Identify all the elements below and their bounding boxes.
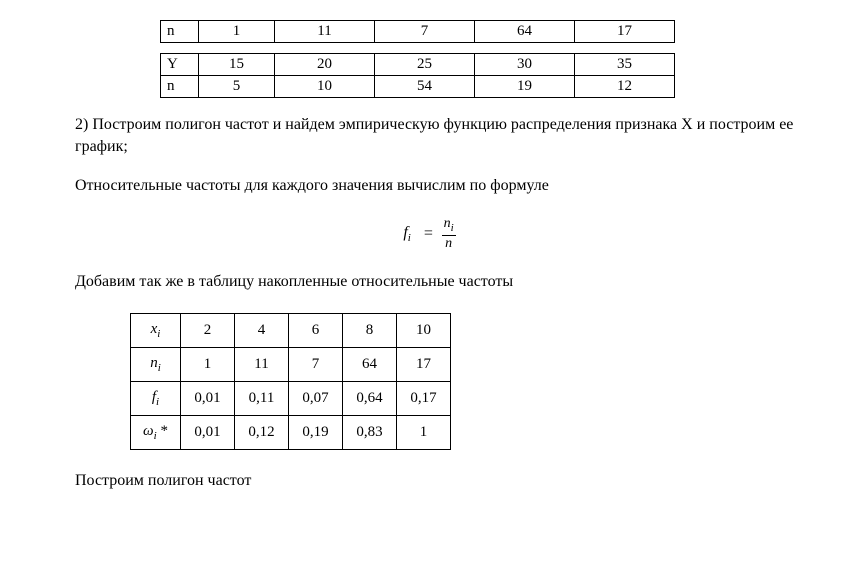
paragraph-2: Относительные частоты для каждого значен…	[75, 175, 795, 197]
formula-den: n	[445, 236, 452, 251]
table-row: ωi * 0,01 0,12 0,19 0,83 1	[131, 416, 451, 450]
cell: 54	[375, 76, 475, 98]
formula-num: n	[444, 216, 451, 231]
equals-sign: =	[423, 225, 434, 243]
table-row: xi 2 4 6 8 10	[131, 314, 451, 348]
paragraph-4: Построим полигон частот	[75, 470, 795, 492]
cell: 11	[275, 21, 375, 43]
paragraph-1: 2) Построим полигон частот и найдем эмпи…	[75, 114, 795, 159]
cell: 10	[397, 314, 451, 348]
cell: 64	[475, 21, 575, 43]
formula-num-sub: i	[451, 222, 454, 234]
cell: 0,17	[397, 382, 451, 416]
cell: 1	[397, 416, 451, 450]
cell: 35	[575, 54, 675, 76]
cell: 0,64	[343, 382, 397, 416]
cell: 10	[275, 76, 375, 98]
table-frequencies: xi 2 4 6 8 10 ni 1 11 7 64 17 fi 0,01 0,…	[130, 313, 451, 450]
cell-label: Y	[161, 54, 199, 76]
table-yn: Y 15 20 25 30 35 n 5 10 54 19 12	[160, 53, 675, 98]
paragraph-3: Добавим так же в таблицу накопленные отн…	[75, 271, 795, 293]
cell: 0,07	[289, 382, 343, 416]
fraction: ni n	[442, 217, 456, 251]
cell: 0,12	[235, 416, 289, 450]
cell: 12	[575, 76, 675, 98]
cell: 4	[235, 314, 289, 348]
cell: 0,19	[289, 416, 343, 450]
cell: 11	[235, 348, 289, 382]
cell: 1	[181, 348, 235, 382]
table-row: n 1 11 7 64 17	[161, 21, 675, 43]
cell: 25	[375, 54, 475, 76]
cell: 17	[397, 348, 451, 382]
table-row: fi 0,01 0,11 0,07 0,64 0,17	[131, 382, 451, 416]
table-row: ni 1 11 7 64 17	[131, 348, 451, 382]
formula-left-sub: i	[408, 232, 411, 244]
cell: 1	[199, 21, 275, 43]
cell-label: n	[161, 21, 199, 43]
header-n: ni	[131, 348, 181, 382]
cell: 15	[199, 54, 275, 76]
cell: 30	[475, 54, 575, 76]
cell: 19	[475, 76, 575, 98]
cell: 17	[575, 21, 675, 43]
cell: 20	[275, 54, 375, 76]
cell-label: n	[161, 76, 199, 98]
formula-fi: fi = ni n	[0, 217, 855, 251]
cell: 0,01	[181, 382, 235, 416]
cell: 5	[199, 76, 275, 98]
cell: 2	[181, 314, 235, 348]
cell: 7	[375, 21, 475, 43]
header-f: fi	[131, 382, 181, 416]
header-w: ωi *	[131, 416, 181, 450]
table-row: Y 15 20 25 30 35	[161, 54, 675, 76]
cell: 0,83	[343, 416, 397, 450]
cell: 7	[289, 348, 343, 382]
cell: 6	[289, 314, 343, 348]
cell: 0,11	[235, 382, 289, 416]
table-row: n 5 10 54 19 12	[161, 76, 675, 98]
cell: 64	[343, 348, 397, 382]
header-x: xi	[131, 314, 181, 348]
cell: 0,01	[181, 416, 235, 450]
cell: 8	[343, 314, 397, 348]
table-n-row: n 1 11 7 64 17	[160, 20, 675, 43]
